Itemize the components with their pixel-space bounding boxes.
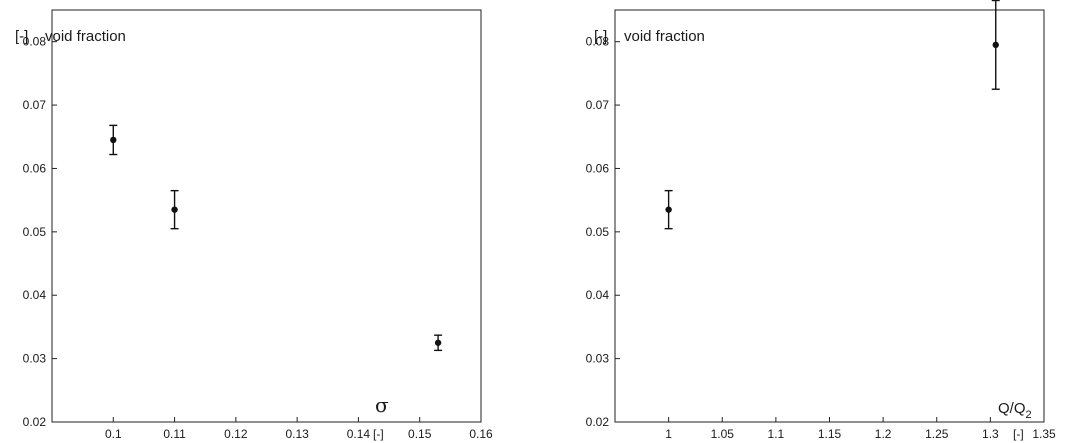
data-points-right: [664, 0, 1000, 230]
x-ticks-left: 0.1 0.11 0.12 0.13 0.14 0.15 0.16: [105, 417, 493, 441]
y-axis-unit-left: [-]: [15, 28, 28, 45]
x-tick-label: 1.05: [711, 427, 735, 441]
x-tick-label: 0.11: [163, 427, 186, 441]
x-tick-label: 0.14: [347, 427, 371, 441]
y-tick-label: 0.04: [586, 288, 610, 302]
y-axis-label-left: void fraction: [45, 28, 126, 45]
y-tick-label: 0.07: [23, 98, 47, 112]
y-tick-label: 0.03: [586, 352, 610, 366]
y-tick-label: 0.07: [586, 98, 610, 112]
x-tick-label: 1.2: [875, 427, 892, 441]
x-tick-label: 1.25: [925, 427, 949, 441]
x-tick-label: 0.1: [105, 427, 122, 441]
data-point: [665, 206, 672, 213]
y-tick-label: 0.08: [23, 35, 47, 49]
data-point: [110, 136, 117, 144]
x-axis-label-main: Q/Q: [998, 400, 1026, 417]
x-tick-label: 1.3: [982, 427, 999, 441]
x-axis-unit-left: [-]: [373, 427, 384, 441]
chart-right: 1 1.05 1.1 1.15 1.2 1.25 1.3 1.35 0.020.030.040…: [586, 0, 1056, 441]
x-tick-label: 1.15: [818, 427, 842, 441]
y-tick-label: 0.03: [23, 352, 47, 366]
plot-frame-left: [51, 9, 482, 423]
y-tick-label: 0.08: [586, 35, 610, 49]
data-points-left: [109, 124, 443, 352]
y-tick-label: 0.05: [23, 225, 47, 239]
y-axis-label-right: void fraction: [624, 28, 705, 45]
x-axis-unit-right: [-]: [1013, 427, 1024, 441]
y-tick-label: 0.06: [23, 161, 47, 175]
chart-left: 0.1 0.11 0.12 0.13 0.14 0.15 0.16 0.02 0.03 0.04…: [15, 9, 493, 441]
plot-frame-right: [614, 9, 1045, 423]
x-tick-label: 0.15: [408, 427, 432, 441]
x-tick-label: 0.13: [285, 427, 309, 441]
x-axis-label-right: Q/Q2: [998, 400, 1032, 421]
x-tick-label: 0.16: [469, 427, 493, 441]
data-point: [992, 41, 999, 49]
x-axis-label-sub: 2: [1026, 409, 1032, 421]
y-ticks-left: 0.02 0.03 0.04 0.05 0.06 0.07 0.08: [23, 35, 57, 429]
x-ticks-right: 1 1.05 1.1 1.15 1.2 1.25 1.3 1.35: [665, 417, 1056, 441]
x-tick-label: 1.1: [768, 427, 785, 441]
y-tick-label: 0.06: [586, 161, 610, 175]
data-point: [434, 339, 442, 346]
x-tick-label: 1: [665, 427, 672, 441]
y-tick-label: 0.02: [586, 415, 610, 429]
data-point: [171, 206, 178, 213]
y-tick-label: 0.05: [586, 225, 610, 239]
x-tick-label: 1.35: [1032, 427, 1056, 441]
x-axis-label-left: σ: [375, 393, 389, 417]
y-axis-unit-right: [-]: [594, 28, 607, 45]
x-tick-label: 0.12: [224, 427, 248, 441]
y-tick-label: 0.02: [23, 415, 47, 429]
y-tick-label: 0.04: [23, 288, 47, 302]
y-ticks-right: 0.02 0.03 0.04 0.05 0.06 0.07 0.08: [586, 35, 620, 429]
